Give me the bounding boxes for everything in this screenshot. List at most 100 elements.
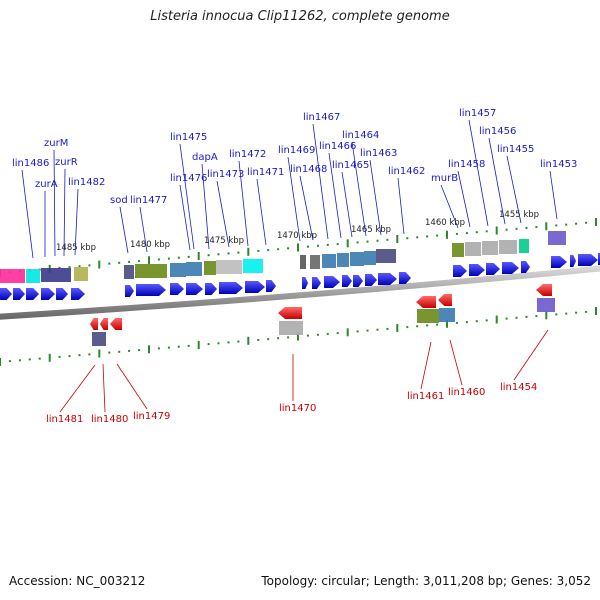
reverse-scale-tick — [316, 333, 319, 336]
forward-scale-tick — [475, 231, 478, 234]
forward-scale-tick — [197, 252, 200, 260]
forward-feature-block-15 — [337, 253, 349, 267]
forward-arrow-7 — [136, 284, 166, 296]
forward-leader-2 — [53, 149, 56, 257]
forward-gene-label-0: lin1486 — [12, 158, 49, 169]
forward-gene-label-17: lin1465 — [332, 160, 369, 171]
reverse-scale-tick — [88, 353, 91, 356]
genome-backbone — [0, 265, 600, 320]
forward-arrow-20 — [378, 273, 397, 285]
reverse-scale-tick — [406, 326, 409, 329]
scale-label-2: 1475 kbp — [204, 236, 244, 246]
reverse-scale-tick — [128, 349, 131, 352]
forward-gene-label-21: murB — [431, 173, 458, 184]
reverse-arrow-1 — [100, 318, 108, 330]
forward-arrow-29 — [578, 254, 598, 266]
reverse-feature-block-2 — [417, 309, 439, 323]
forward-arrow-16 — [324, 276, 340, 288]
reverse-feature-block-0 — [92, 332, 106, 346]
genome-summary-text: Topology: circular; Length: 3,011,208 bp… — [261, 574, 591, 588]
reverse-scale-tick — [98, 349, 101, 358]
reverse-scale-tick — [495, 315, 498, 324]
forward-leader-25 — [506, 155, 522, 224]
forward-scale-tick — [465, 232, 468, 235]
forward-leader-14 — [299, 175, 314, 241]
reverse-gene-label-3: lin1470 — [279, 403, 316, 414]
forward-arrow-28 — [570, 255, 576, 267]
reverse-scale-tick — [416, 325, 419, 328]
forward-scale-tick — [167, 257, 170, 260]
reverse-gene-label-4: lin1461 — [407, 391, 444, 402]
reverse-scale-tick — [326, 332, 329, 335]
reverse-leader-6 — [513, 329, 549, 381]
reverse-scale-tick — [148, 345, 150, 354]
reverse-scale-tick — [515, 316, 518, 319]
forward-leader-5 — [119, 206, 129, 254]
forward-feature-block-11 — [243, 259, 263, 273]
reverse-scale-tick — [108, 351, 111, 354]
forward-scale-tick — [267, 249, 270, 252]
forward-arrow-27 — [551, 256, 567, 268]
forward-feature-block-12 — [300, 255, 306, 269]
forward-leader-23 — [468, 119, 489, 227]
reverse-scale-tick — [297, 332, 299, 341]
forward-scale-tick — [376, 239, 379, 242]
forward-scale-tick — [416, 236, 419, 239]
reverse-scale-tick — [565, 312, 568, 315]
forward-scale-tick — [555, 224, 558, 227]
reverse-scale-tick — [436, 323, 439, 326]
reverse-feature-block-1 — [279, 321, 303, 335]
forward-arrow-10 — [205, 283, 217, 295]
reverse-leader-5 — [449, 339, 463, 386]
reverse-scale-tick — [426, 324, 429, 327]
forward-scale-tick — [595, 218, 597, 226]
forward-scale-tick — [316, 244, 319, 247]
forward-scale-tick — [545, 222, 548, 231]
reverse-scale-tick — [475, 320, 478, 323]
forward-scale-tick — [336, 243, 339, 246]
reverse-scale-tick — [227, 341, 230, 344]
forward-feature-block-22 — [499, 240, 517, 254]
reverse-scale-tick — [595, 307, 597, 315]
forward-arrow-3 — [41, 288, 55, 300]
forward-arrow-11 — [219, 282, 243, 294]
forward-leader-4 — [74, 188, 79, 256]
forward-leader-11 — [238, 160, 249, 247]
reverse-scale-tick — [346, 328, 349, 337]
forward-arrow-17 — [342, 275, 352, 287]
forward-feature-block-18 — [376, 249, 396, 263]
forward-gene-label-24: lin1456 — [479, 126, 516, 137]
forward-gene-label-4: lin1482 — [68, 177, 105, 188]
forward-scale-tick — [138, 260, 141, 263]
forward-scale-tick — [68, 266, 71, 269]
forward-feature-block-6 — [135, 264, 167, 278]
reverse-arrow-3 — [278, 307, 302, 319]
reverse-leader-4 — [420, 341, 432, 390]
reverse-scale-tick — [68, 355, 71, 358]
reverse-scale-tick — [207, 343, 210, 346]
forward-leader-17 — [341, 171, 353, 238]
scale-label-5: 1460 kbp — [425, 218, 465, 228]
forward-feature-block-7 — [170, 263, 186, 277]
forward-leader-9 — [201, 163, 210, 250]
forward-scale-tick — [297, 243, 299, 252]
reverse-scale-tick — [38, 357, 41, 360]
scale-label-3: 1470 kbp — [277, 231, 317, 241]
forward-arrow-21 — [399, 272, 411, 284]
reverse-leader-1 — [102, 363, 106, 413]
reverse-scale-tick — [555, 313, 558, 316]
forward-leader-16 — [328, 152, 342, 239]
reverse-scale-tick — [247, 336, 250, 345]
forward-gene-label-20: lin1462 — [388, 166, 425, 177]
forward-leader-21 — [440, 184, 459, 229]
forward-scale-tick — [575, 222, 578, 225]
forward-scale-tick — [406, 237, 409, 240]
forward-leader-0 — [21, 169, 34, 259]
forward-scale-tick — [455, 232, 458, 235]
forward-scale-tick — [157, 258, 160, 261]
scale-label-4: 1465 kbp — [351, 225, 391, 235]
forward-scale-tick — [446, 230, 448, 239]
forward-feature-block-2 — [26, 269, 40, 283]
reverse-scale-tick — [287, 336, 290, 339]
reverse-scale-tick — [187, 344, 190, 347]
